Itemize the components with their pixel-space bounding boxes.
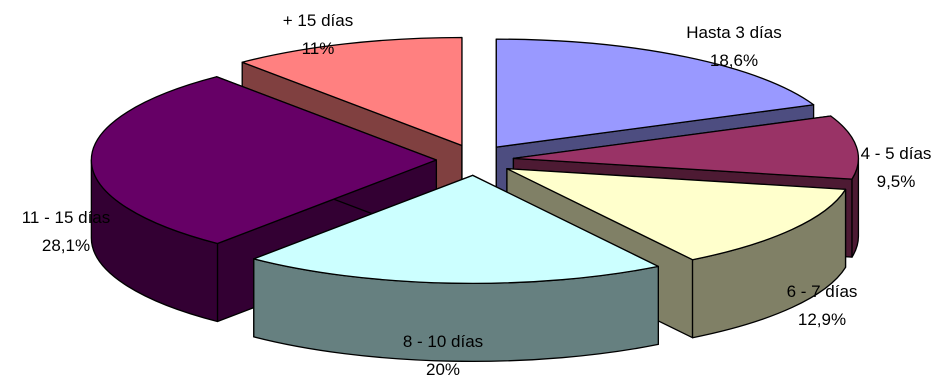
slice-value-6-7-d-as: 12,9% (798, 310, 846, 329)
pie-slice-side-8-10-d-as (253, 174, 659, 363)
slice-value-4-5-d-as: 9,5% (877, 172, 916, 191)
pie-slice-4-5-d-as (512, 115, 860, 180)
slice-label-8-10-d-as: 8 - 10 días (403, 332, 483, 351)
pie-slice-11-15-d-as (90, 76, 438, 245)
pie-slice-15-d-as (241, 36, 463, 147)
slice-value-15-d-as: 11% (302, 39, 335, 58)
pie-slice-hasta-3-d-as (495, 38, 815, 148)
slice-label-hasta-3-d-as: Hasta 3 días (686, 23, 781, 42)
slice-label-11-15-d-as: 11 - 15 días (22, 208, 111, 227)
slice-value-hasta-3-d-as: 18,6% (710, 51, 758, 70)
slice-label-15-d-as: + 15 días (283, 11, 353, 30)
pie-slice-6-7-d-as (506, 168, 847, 261)
pie-slice-sides (90, 36, 860, 363)
pie-labels: Hasta 3 días 18,6% 4 - 5 días 9,5% 6 - 7 día… (22, 11, 932, 378)
pie-slice-8-10-d-as (253, 174, 659, 285)
slice-value-8-10-d-as: 20% (426, 360, 460, 378)
slice-label-4-5-d-as: 4 - 5 días (861, 144, 932, 163)
slice-value-11-15-d-as: 28,1% (42, 236, 90, 255)
slice-label-6-7-d-as: 6 - 7 días (787, 282, 858, 301)
